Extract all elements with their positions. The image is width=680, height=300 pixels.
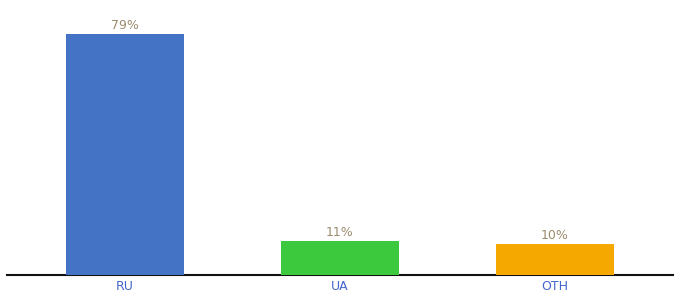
Text: 11%: 11% (326, 226, 354, 238)
Text: 10%: 10% (541, 229, 568, 242)
Bar (66, 34, 184, 274)
Bar (281, 241, 399, 274)
Text: 79%: 79% (112, 19, 139, 32)
Bar (496, 244, 614, 274)
